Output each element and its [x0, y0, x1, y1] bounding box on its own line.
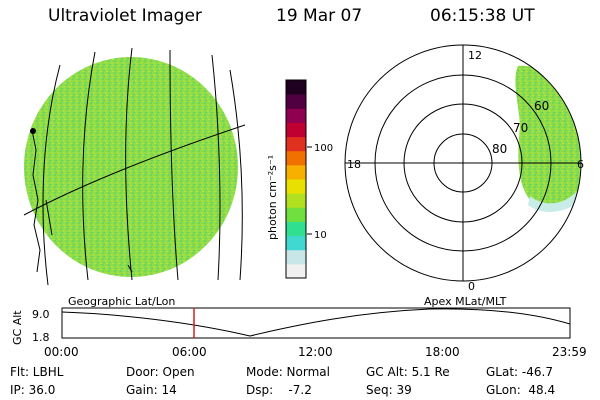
altitude-tick-9: 9.0: [32, 308, 50, 321]
colorbar-segment: [286, 122, 306, 138]
colorbar-segment: [286, 150, 306, 166]
auroral-edge: [528, 190, 580, 212]
colorbar-segment: [286, 221, 306, 237]
mlt-label-0: 0: [468, 280, 475, 293]
time-label: 06:15:38 UT: [430, 6, 535, 26]
colorbar-segment: [286, 179, 306, 194]
colorbar-segment: [286, 80, 306, 95]
station-marker: [30, 128, 36, 134]
time-tick-0600: 06:00: [172, 345, 207, 359]
colorbar-segment: [286, 235, 306, 251]
colorbar-segment: [286, 94, 306, 109]
gc-alt-info: GC Alt: 5.1 Re: [366, 365, 450, 379]
latitude-line: [23, 124, 246, 216]
flt-info: Flt: LBHL: [10, 365, 64, 379]
polar-plot: 12 18 6 0 60 70 80: [344, 44, 584, 293]
color-bar: [285, 79, 307, 279]
app-title: Ultraviolet Imager: [48, 6, 202, 26]
altitude-curve: [61, 308, 571, 337]
colorbar-tick-label-100: 100: [314, 143, 333, 154]
mlt-label-18: 18: [347, 158, 361, 171]
glat-info: GLat: -46.7: [486, 365, 553, 379]
altitude-tick-1-8: 1.8: [32, 331, 50, 344]
geographic-title: Geographic Lat/Lon: [68, 295, 175, 308]
mode-info: Mode: Normal: [246, 365, 330, 379]
mlt-label-6: 6: [577, 158, 584, 171]
colorbar-segment: [286, 249, 306, 265]
colorbar-unit-label: photon cm⁻²s⁻¹: [266, 155, 279, 240]
coastline-outline: [31, 129, 133, 273]
geographic-image: [23, 47, 246, 286]
longitude-lines: [42, 47, 243, 286]
time-tick-0000: 00:00: [44, 345, 79, 359]
apex-title: Apex MLat/MLT: [424, 295, 507, 308]
date-label: 19 Mar 07: [276, 6, 363, 26]
lat-label-60: 60: [534, 99, 549, 113]
lat-label-80: 80: [492, 142, 507, 156]
colorbar-segment: [286, 164, 306, 180]
uv-image-disc: [24, 57, 238, 277]
mlt-label-12: 12: [468, 49, 482, 62]
auroral-oval: [515, 65, 581, 208]
colorbar-segment: [286, 108, 306, 123]
time-tick-1800: 18:00: [425, 345, 460, 359]
colorbar-segment: [286, 136, 306, 152]
altitude-axis-label: GC Alt: [11, 310, 24, 345]
ip-info: IP: 36.0: [10, 383, 56, 397]
colorbar-segment: [286, 207, 306, 222]
colorbar-tick-label-10: 10: [314, 230, 327, 241]
seq-info: Seq: 39: [366, 383, 412, 397]
time-tick-1200: 12:00: [298, 345, 333, 359]
time-tick-2359: 23:59: [552, 345, 587, 359]
colorbar-segment: [286, 193, 306, 208]
glon-info: GLon: 48.4: [486, 383, 556, 397]
gain-info: Gain: 14: [126, 383, 177, 397]
door-info: Door: Open: [126, 365, 195, 379]
colorbar-segment: [286, 263, 306, 279]
dsp-info: Dsp: -7.2: [246, 383, 312, 397]
altitude-plot-frame: [61, 307, 571, 339]
colorbar-frame: [285, 79, 307, 279]
altitude-panel: Geographic Lat/Lon Apex MLat/MLT GC Alt …: [11, 295, 587, 359]
lat-label-70: 70: [513, 121, 528, 135]
